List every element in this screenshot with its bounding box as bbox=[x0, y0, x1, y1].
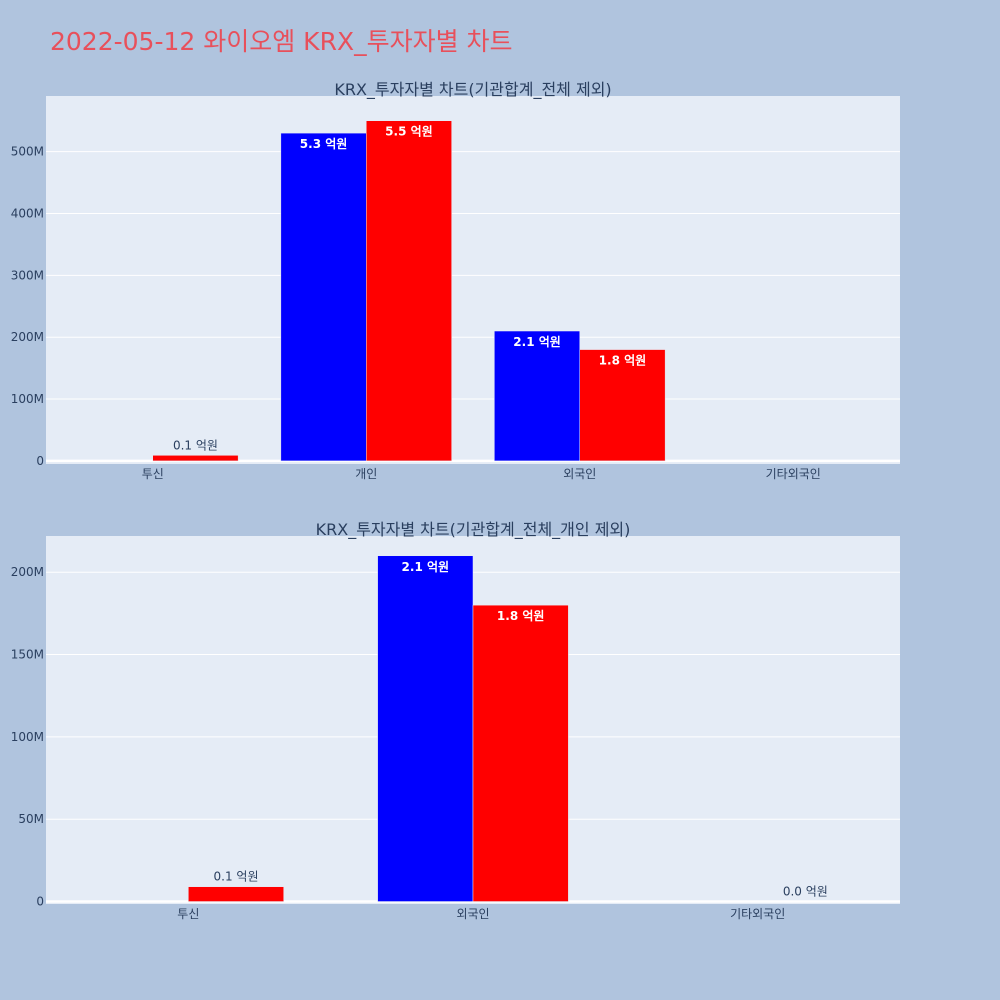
chart-2: 0 50M 100M 150M 200M KRX_투자자별 차트(기관합계_전체_개인 제… bbox=[11, 520, 900, 921]
chart-title: KRX_투자자별 차트(기관합계_전체_개인 제외) bbox=[316, 520, 631, 540]
y-tick-label: 50M bbox=[18, 812, 44, 826]
x-tick-label: 기타외국인 bbox=[766, 467, 821, 481]
data-label: 1.8 억원 bbox=[497, 609, 545, 623]
bar bbox=[579, 349, 666, 462]
data-label: 0.0 억원 bbox=[783, 885, 828, 899]
y-tick-label: 0 bbox=[36, 454, 44, 468]
y-tick-label: 0 bbox=[36, 895, 44, 909]
bar bbox=[377, 555, 474, 902]
data-label: 5.3 억원 bbox=[300, 137, 348, 151]
x-tick-label: 외국인 bbox=[563, 467, 596, 481]
data-label: 0.1 억원 bbox=[214, 870, 259, 884]
data-label: 5.5 억원 bbox=[385, 125, 433, 139]
y-tick-label: 200M bbox=[11, 330, 44, 344]
y-tick-label: 500M bbox=[11, 145, 44, 159]
bar bbox=[280, 132, 367, 462]
bar bbox=[188, 886, 284, 902]
x-tick-label: 기타외국인 bbox=[730, 907, 785, 921]
bar bbox=[152, 455, 239, 462]
y-tick-label: 300M bbox=[11, 268, 44, 282]
page-title: 2022-05-12 와이오엠 KRX_투자자별 차트 bbox=[50, 27, 513, 56]
x-tick-label: 투신 bbox=[142, 467, 164, 481]
plot-area bbox=[46, 96, 900, 464]
y-tick-label: 400M bbox=[11, 207, 44, 221]
chart-title: KRX_투자자별 차트(기관합계_전체 제외) bbox=[334, 80, 611, 100]
bar bbox=[472, 604, 569, 902]
bar bbox=[366, 120, 452, 462]
data-label: 0.1 억원 bbox=[173, 438, 218, 452]
y-tick-label: 100M bbox=[11, 392, 44, 406]
y-tick-label: 200M bbox=[11, 565, 44, 579]
y-tick-label: 150M bbox=[11, 648, 44, 662]
data-label: 1.8 억원 bbox=[599, 354, 647, 368]
x-tick-label: 개인 bbox=[355, 467, 377, 481]
bar bbox=[494, 330, 581, 462]
x-tick-label: 외국인 bbox=[456, 907, 489, 921]
data-label: 2.1 억원 bbox=[513, 335, 561, 349]
chart-1: 0 100M 200M 300M 400M 500M KRX_투자자별 차트(기관합계_전체… bbox=[11, 80, 900, 481]
data-label: 2.1 억원 bbox=[402, 560, 450, 574]
x-tick-label: 투신 bbox=[177, 907, 199, 921]
y-tick-label: 100M bbox=[11, 730, 44, 744]
